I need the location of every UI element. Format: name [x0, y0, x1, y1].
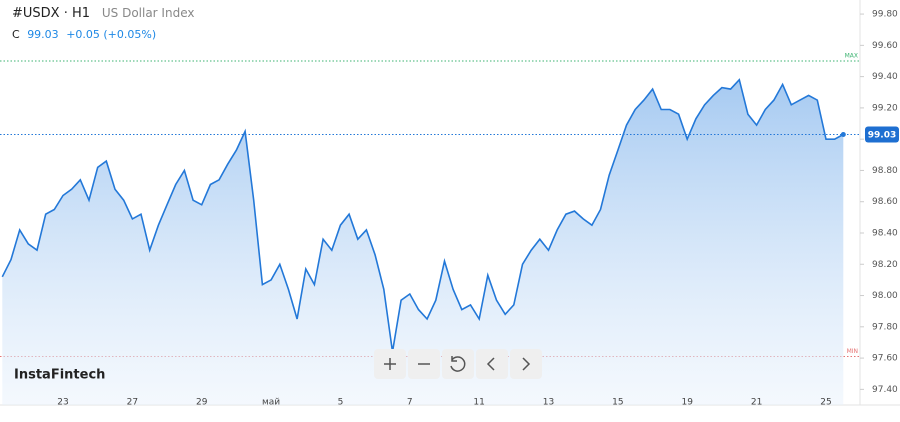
y-tick-label: 97.40: [872, 385, 898, 395]
chart-header: #USDX · H1 US Dollar Index: [12, 6, 194, 21]
scroll-right-icon: [522, 357, 531, 371]
x-tick-label: 29: [196, 398, 208, 408]
x-tick-label: 25: [820, 398, 831, 408]
x-tick-label: 7: [407, 398, 413, 408]
y-tick-label: 99.40: [872, 72, 898, 82]
last-price-label: 99.03: [868, 130, 896, 140]
scroll-left-button[interactable]: [476, 349, 508, 379]
symbol: #USDX · H1: [12, 6, 91, 21]
zoom-in-icon: [384, 358, 396, 370]
x-tick-label: 19: [682, 398, 694, 408]
y-tick-label: 98.20: [872, 260, 898, 270]
y-tick-label: 98.80: [872, 166, 898, 176]
y-tick-label: 99.20: [872, 103, 898, 113]
price-line: [1, 78, 844, 352]
plot-area: MAX MIN: [0, 52, 860, 405]
y-tick-label: 97.60: [872, 354, 898, 364]
y-tick-label: 97.80: [872, 322, 898, 332]
scroll-left-icon: [486, 357, 495, 371]
reset-icon: [450, 356, 466, 372]
x-tick-label: 27: [127, 398, 138, 408]
watermark: InstaFintech: [14, 368, 105, 383]
change: +0.05 (+0.05%): [66, 28, 157, 41]
price-info: C 99.03 +0.05 (+0.05%): [12, 28, 156, 41]
y-tick-label: 98.00: [872, 291, 898, 301]
close-value: 99.03: [27, 28, 59, 41]
close-label: C: [12, 28, 20, 41]
x-tick-label: 23: [57, 398, 68, 408]
y-tick-label: 99.60: [872, 41, 898, 51]
x-tick-label: 21: [751, 398, 762, 408]
x-tick-label: май: [262, 398, 280, 408]
toolbar: [374, 349, 542, 379]
x-tick-label: 13: [543, 398, 554, 408]
x-tick-label: 11: [473, 398, 484, 408]
y-tick-label: 99.80: [872, 10, 898, 20]
x-tick-label: 15: [612, 398, 623, 408]
reset-button[interactable]: [442, 349, 474, 379]
y-tick-label: 98.40: [872, 228, 898, 238]
instrument-name: US Dollar Index: [101, 6, 195, 20]
y-tick-label: 98.60: [872, 197, 898, 207]
last-price-box: [865, 126, 899, 143]
reference-label: MIN: [847, 348, 858, 355]
last-point: [840, 131, 846, 137]
reference-label: MAX: [845, 52, 858, 59]
x-tick-label: 5: [338, 398, 344, 408]
scroll-right-button[interactable]: [510, 349, 542, 379]
area-fill: [2, 79, 844, 405]
